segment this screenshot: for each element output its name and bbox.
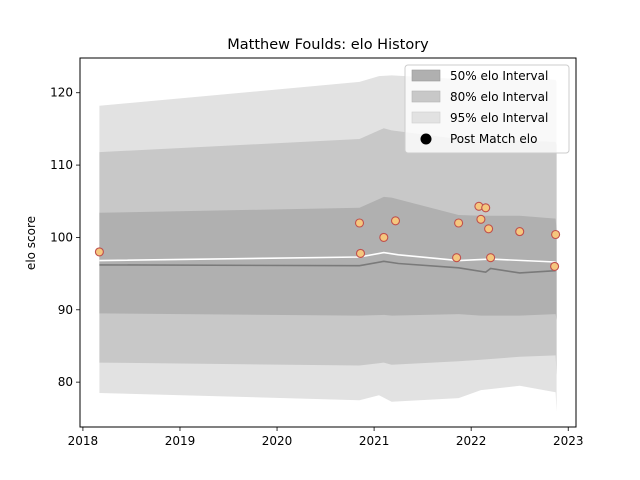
- interval-bands: [99, 75, 557, 412]
- post-match-point: [551, 229, 561, 240]
- post-match-point: [452, 253, 462, 263]
- legend-swatch-80: [411, 90, 441, 103]
- legend-label-95: 95% elo Interval: [450, 111, 548, 125]
- post-match-point: [379, 232, 389, 242]
- post-match-point: [94, 247, 104, 257]
- y-tick-label: 80: [58, 375, 73, 389]
- post-match-point: [550, 261, 560, 271]
- chart-title: Matthew Foulds: elo History: [227, 37, 429, 53]
- plot-area-frame: [79, 57, 577, 428]
- post-match-point: [515, 227, 525, 237]
- legend-swatch-95: [411, 111, 441, 124]
- post-match-point: [390, 216, 401, 226]
- x-tick-label: 2023: [553, 434, 584, 448]
- median-line: [99, 260, 556, 274]
- x-tick-label: 2020: [262, 434, 293, 448]
- x-tick-label: 2019: [165, 434, 196, 448]
- legend-label-80: 80% elo Interval: [450, 90, 548, 104]
- band-50: [99, 196, 557, 320]
- x-tick-label: 2018: [68, 434, 99, 448]
- legend-label-post-match: Post Match elo: [450, 132, 537, 146]
- y-axis-label: elo score: [24, 216, 38, 270]
- y-tick-label: 110: [50, 158, 73, 172]
- x-tick-label: 2022: [456, 434, 487, 448]
- y-axis: 80 90 100 110 120: [50, 86, 80, 389]
- legend-label-50: 50% elo Interval: [450, 69, 548, 83]
- post-match-point: [476, 214, 486, 224]
- post-match-point: [486, 253, 496, 263]
- x-tick-label: 2021: [359, 434, 390, 448]
- post-match-point: [484, 224, 494, 234]
- legend: 50% elo Interval 80% elo Interval 95% el…: [404, 64, 570, 154]
- y-tick-label: 120: [50, 86, 73, 100]
- legend-frame: [404, 64, 570, 154]
- post-match-point: [354, 218, 365, 228]
- y-tick-label: 100: [50, 230, 73, 244]
- legend-swatch-50: [411, 69, 441, 82]
- post-match-point: [454, 218, 464, 228]
- x-axis: 2018 2019 2020 2021 2022 2023: [68, 427, 584, 448]
- legend-marker-post-match: [420, 133, 432, 145]
- y-tick-label: 90: [58, 303, 73, 317]
- post-match-point: [355, 248, 366, 258]
- post-match-point: [481, 203, 491, 213]
- post-match-points: [94, 201, 561, 271]
